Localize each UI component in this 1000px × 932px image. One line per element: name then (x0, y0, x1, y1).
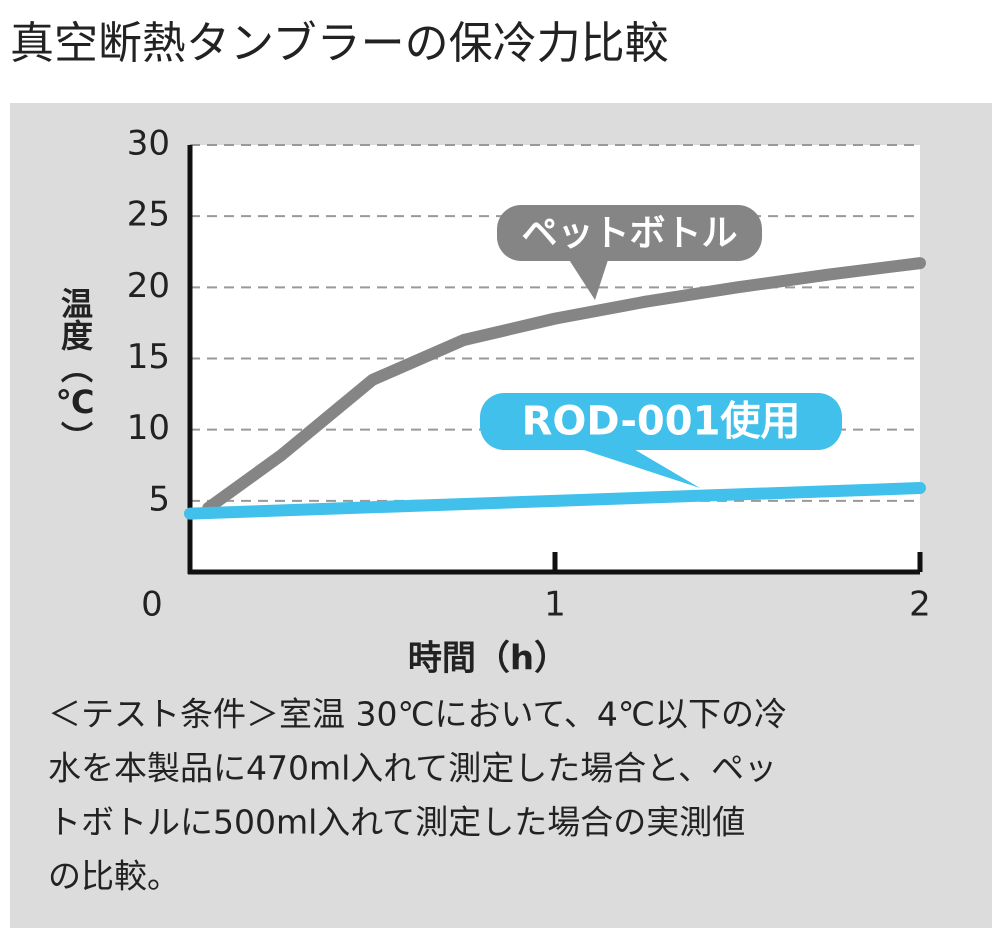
note-line: ＜テスト条件＞室温 30℃において、4℃以下の冷 (48, 695, 787, 734)
x-axis-label: 時間（h） (408, 639, 568, 679)
series-line (202, 257, 926, 514)
y-tick-label: 15 (127, 337, 170, 377)
note-line: 水を本製品に470ml入れて測定した場合と、ペッ (48, 749, 777, 788)
y-axis-label: 温度（℃） (56, 287, 94, 453)
callout-box (480, 393, 842, 450)
chart-title: 真空断熱タンブラーの保冷力比較 (10, 18, 669, 69)
series-line (184, 482, 926, 520)
y-tick-label: 30 (127, 124, 170, 164)
x-tick-label: 1 (544, 585, 566, 625)
y-tick-label: 5 (148, 479, 170, 519)
callout-pointer (568, 259, 609, 300)
x-tick-label: 0 (141, 585, 163, 625)
x-tick-label: 2 (909, 585, 931, 625)
legend-label: ペットボトル (521, 213, 737, 254)
callout-pointer (577, 448, 700, 488)
y-tick-label: 20 (127, 266, 170, 306)
callout-box (497, 205, 762, 261)
note-line: トボトルに500ml入れて測定した場合の実測値 (48, 803, 745, 842)
y-tick-label: 25 (127, 195, 170, 235)
legend-label: ROD-001使用 (522, 399, 801, 445)
note-line: の比較。 (48, 857, 180, 896)
y-tick-label: 10 (127, 408, 170, 448)
note: ＜テスト条件＞室温 30℃において、4℃以下の冷水を本製品に470ml入れて測定… (48, 695, 787, 896)
